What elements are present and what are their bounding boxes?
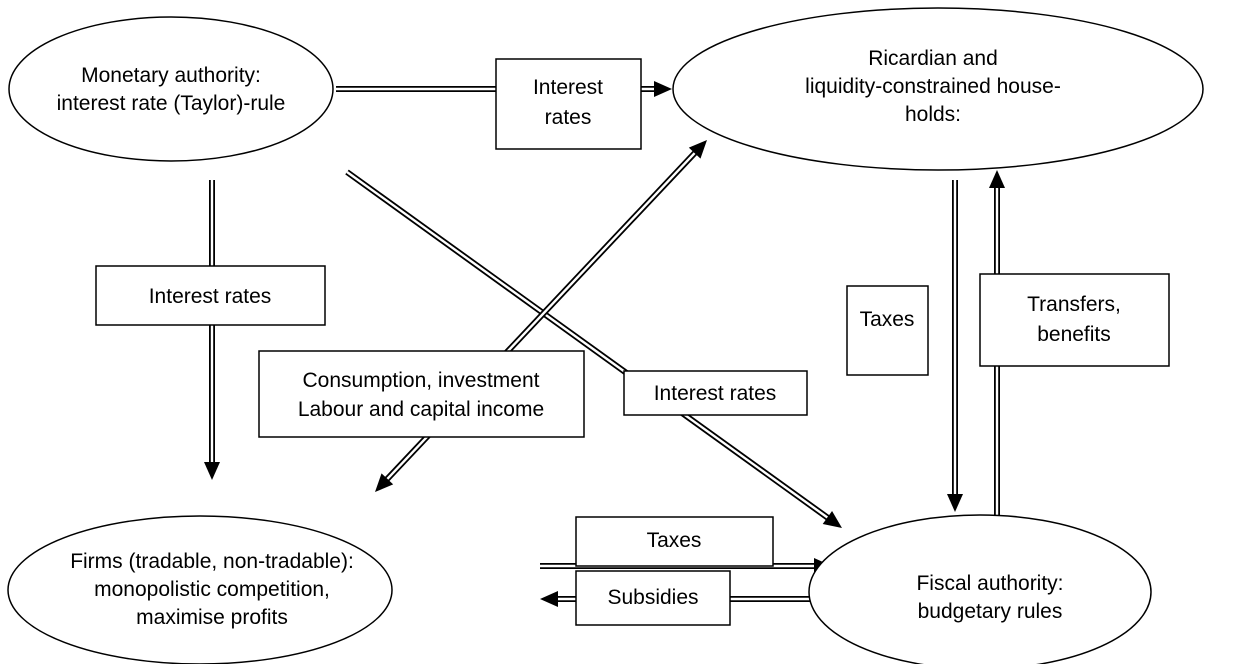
- node-label: Fiscal authority: budgetary rules: [916, 572, 1063, 623]
- edge-label: Consumption, investment Labour and capita…: [298, 369, 544, 421]
- arrow-head: [947, 494, 963, 512]
- edge-box: [258, 350, 585, 438]
- edge-box: [623, 370, 808, 416]
- arrow-head: [654, 81, 672, 97]
- arrow-head: [375, 473, 394, 492]
- arrow-head: [822, 510, 842, 528]
- node-shape: [672, 7, 1204, 171]
- edge-label: Subsidies: [607, 586, 698, 609]
- arrow-head: [204, 462, 220, 480]
- edge-label: Interest rates: [149, 285, 272, 308]
- node-label: Monetary authority: interest rate (Taylor…: [57, 64, 286, 115]
- edge-label: Taxes: [647, 529, 702, 552]
- arrow-head: [989, 170, 1005, 188]
- edge-label: Taxes: [860, 308, 915, 331]
- edge-label: Interest rates: [533, 76, 603, 129]
- edge-box: [575, 516, 774, 567]
- arrow-inner: [346, 171, 829, 519]
- node-shape: [7, 515, 393, 664]
- arrow-head: [688, 140, 707, 159]
- edge-box: [95, 265, 326, 326]
- arrow-head: [540, 591, 558, 607]
- edge-box: [979, 273, 1170, 367]
- node-shape: [8, 16, 334, 162]
- edge-box: [846, 285, 929, 376]
- edge-box: [575, 570, 731, 626]
- node-label: Ricardian and liquidity-constrained house…: [805, 47, 1061, 126]
- edge-label: Interest rates: [654, 382, 777, 405]
- edge-label: Transfers, benefits: [1027, 293, 1121, 346]
- edge-box: [495, 58, 642, 150]
- node-label: Firms (tradable, non-tradable): monopolis…: [70, 550, 354, 629]
- node-shape: [808, 514, 1152, 664]
